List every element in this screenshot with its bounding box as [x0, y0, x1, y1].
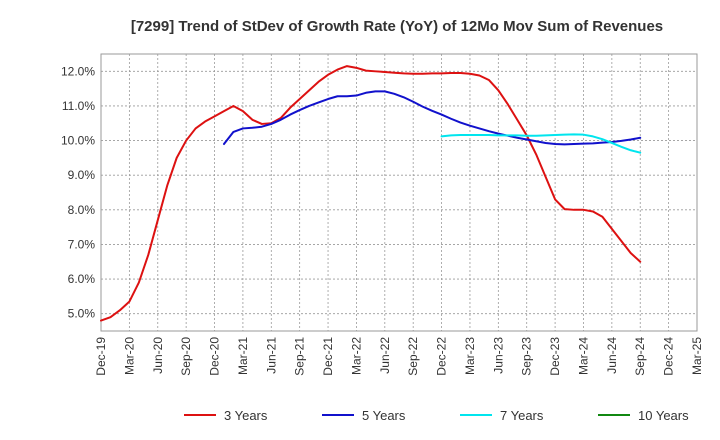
x-tick-label: Dec-21: [321, 337, 335, 376]
y-tick-label: 5.0%: [68, 307, 96, 321]
x-tick-label: Mar-23: [463, 337, 477, 375]
x-tick-label: Sep-20: [179, 337, 193, 376]
y-axis-ticks: 5.0% 6.0% 7.0% 8.0% 9.0% 10.0% 11.0% 12.0%: [61, 64, 95, 320]
y-tick-label: 6.0%: [68, 272, 96, 286]
x-tick-label: Sep-22: [406, 337, 420, 376]
x-tick-label: Dec-24: [662, 337, 676, 376]
x-tick-label: Jun-20: [151, 337, 165, 374]
x-tick-label: Dec-19: [94, 337, 108, 376]
x-tick-label: Mar-21: [236, 337, 250, 375]
x-tick-label: Dec-23: [548, 337, 562, 376]
x-tick-label: Mar-22: [349, 337, 363, 375]
legend-label: 5 Years: [362, 408, 406, 423]
x-axis-ticks: Dec-19 Mar-20 Jun-20 Sep-20 Dec-20 Mar-21 Jun-…: [94, 337, 704, 376]
y-tick-label: 12.0%: [61, 64, 95, 78]
y-tick-label: 10.0%: [61, 134, 95, 148]
x-tick-label: Jun-22: [378, 337, 392, 374]
x-tick-label: Mar-25: [690, 337, 704, 375]
series-lines: [100, 65, 642, 322]
x-tick-label: Jun-24: [605, 337, 619, 374]
grid-lines: [100, 54, 698, 331]
series-line-3-years: [100, 65, 642, 322]
legend-label: 7 Years: [500, 408, 544, 423]
x-tick-label: Mar-20: [122, 337, 136, 375]
chart-title: [7299] Trend of StDev of Growth Rate (Yo…: [131, 18, 663, 35]
x-tick-label: Jun-23: [491, 337, 505, 374]
legend: 3 Years 5 Years 7 Years 10 Years: [184, 408, 689, 423]
legend-label: 3 Years: [224, 408, 268, 423]
y-tick-label: 7.0%: [68, 237, 96, 251]
y-tick-label: 11.0%: [62, 99, 95, 113]
x-tick-label: Sep-24: [633, 337, 647, 376]
legend-label: 10 Years: [638, 408, 689, 423]
plot-area: [100, 53, 698, 332]
y-tick-label: 8.0%: [68, 203, 96, 217]
x-tick-label: Mar-24: [576, 337, 590, 375]
x-tick-label: Dec-20: [208, 337, 222, 376]
x-tick-label: Dec-22: [435, 337, 449, 376]
y-tick-label: 9.0%: [68, 168, 96, 182]
series-line-5-years: [222, 90, 642, 146]
x-tick-label: Jun-21: [264, 337, 278, 374]
x-tick-label: Sep-21: [293, 337, 307, 376]
x-tick-label: Sep-23: [520, 337, 534, 376]
series-line-7-years: [440, 133, 642, 154]
